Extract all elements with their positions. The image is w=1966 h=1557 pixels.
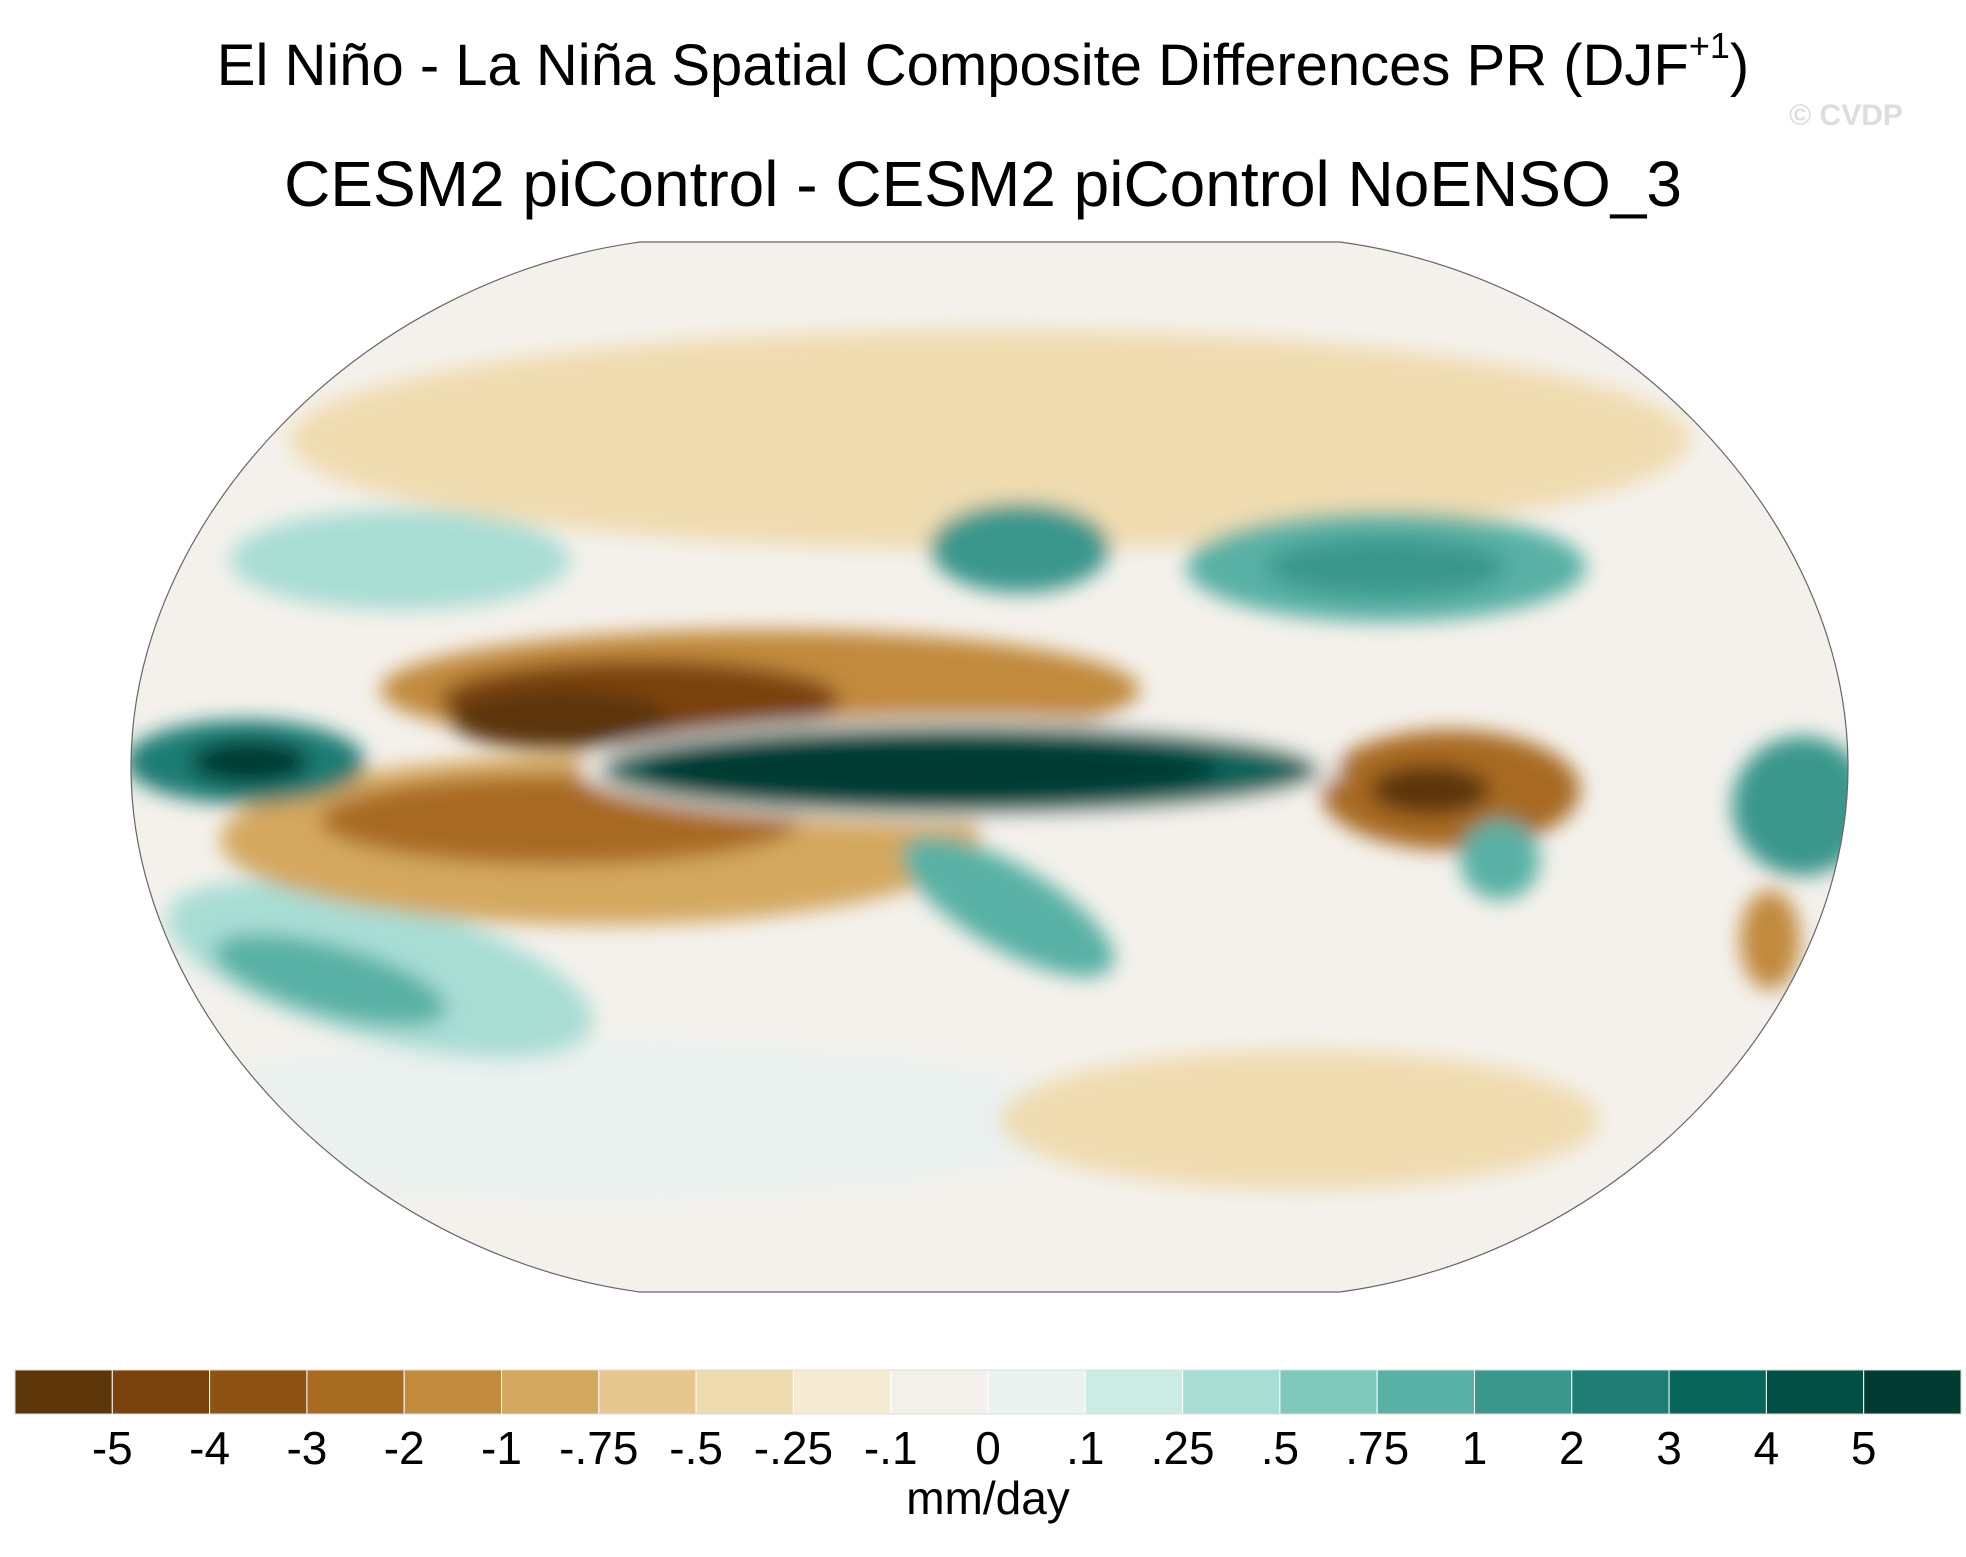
color-box (1765, 1369, 1865, 1415)
colorbar-tick-label: -4 (189, 1422, 230, 1474)
color-box (1474, 1369, 1573, 1415)
colorbar-tick-label: 5 (1851, 1422, 1877, 1474)
colorbar-tick-label: -2 (384, 1422, 425, 1474)
color-box (306, 1369, 405, 1415)
colorbar-tick-label: -.5 (669, 1422, 723, 1474)
colorbar-tick-label: -.25 (754, 1422, 833, 1474)
color-box (1571, 1369, 1670, 1415)
colorbar-tick-label: .25 (1151, 1422, 1215, 1474)
colorbar-tick-label: 0 (975, 1422, 1001, 1474)
colorbar-tick-label: .1 (1066, 1422, 1104, 1474)
colorbar-tick-label: -.1 (864, 1422, 918, 1474)
color-box (890, 1369, 989, 1415)
chart-title: El Niño - La Niña Spatial Composite Diff… (217, 25, 1749, 99)
color-box (14, 1369, 113, 1415)
color-box (1279, 1369, 1378, 1415)
color-box (987, 1369, 1086, 1415)
color-box (1084, 1369, 1184, 1415)
color-box (1182, 1369, 1281, 1415)
color-box (111, 1369, 211, 1415)
colorbar-tick-label: .5 (1261, 1422, 1299, 1474)
color-box (1376, 1369, 1475, 1415)
colorbar-tick-label: .75 (1345, 1422, 1409, 1474)
color-box (695, 1369, 794, 1415)
color-box (1863, 1369, 1962, 1415)
colorbar-tick-label: -1 (481, 1422, 522, 1474)
color-box (209, 1369, 308, 1415)
colorbar-tick-label: -3 (286, 1422, 327, 1474)
map (131, 242, 1848, 1292)
colorbar-units: mm/day (906, 1472, 1070, 1524)
colorbar-tick-label: 3 (1656, 1422, 1682, 1474)
color-box (1668, 1369, 1767, 1415)
color-box (598, 1369, 697, 1415)
color-box (792, 1369, 892, 1415)
colorbar-tick-label: -.75 (559, 1422, 638, 1474)
color-box (501, 1369, 600, 1415)
colorbar-tick-label: -5 (92, 1422, 133, 1474)
colorbar-tick-label: 1 (1462, 1422, 1488, 1474)
color-box (403, 1369, 503, 1415)
map-outline (130, 241, 1849, 1293)
colorbar-tick-label: 4 (1754, 1422, 1780, 1474)
colorbar-frame (14, 1369, 1962, 1415)
chart-subtitle: CESM2 piControl - CESM2 piControl NoENSO… (284, 148, 1682, 220)
watermark: © CVDP (1789, 99, 1903, 132)
colorbar-tick-label: 2 (1559, 1422, 1585, 1474)
